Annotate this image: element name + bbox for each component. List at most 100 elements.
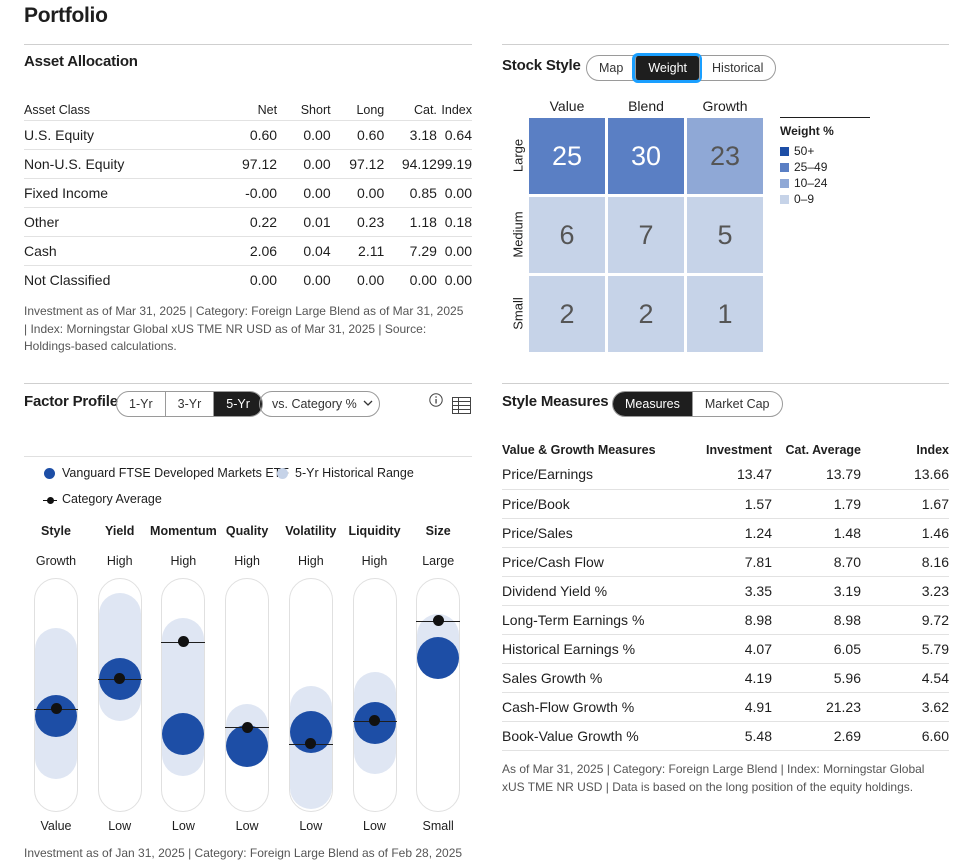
table-cell: 4.07 (692, 634, 772, 664)
table-cell: 0.64 (436, 119, 472, 149)
style-box-cell: 1 (687, 276, 763, 352)
table-cell: 4.91 (692, 692, 772, 722)
category-average-marker (177, 636, 189, 648)
tab-1yr[interactable]: 1-Yr (129, 397, 153, 411)
column-header: Index (916, 443, 949, 457)
asset-allocation-table: Asset Class Net Short Long Cat. Index U.… (24, 96, 472, 294)
style-box-cell: 30 (608, 118, 684, 194)
table-cell: 0.60 (330, 119, 385, 149)
column-header: Asset Class (24, 102, 90, 117)
table-row: Dividend Yield % 3.35 3.19 3.23 (502, 576, 949, 606)
table-cell: 4.54 (861, 663, 949, 693)
tab-market-cap[interactable]: Market Cap (691, 392, 782, 416)
table-cell: 1.79 (772, 489, 861, 519)
factor-high-label: Growth (35, 554, 77, 568)
style-measures-title: Style Measures (502, 393, 609, 410)
factor-label: Momentum (150, 524, 217, 538)
table-cell: 0.04 (277, 235, 331, 265)
table-cell: 94.12 (384, 148, 437, 178)
category-average-marker (369, 715, 380, 727)
factor-high-label: High (106, 554, 133, 568)
table-cell: Non-U.S. Equity (24, 148, 192, 178)
style-row-medium: Medium (510, 211, 526, 258)
tab-measures[interactable]: Measures (613, 392, 692, 416)
factor-track (352, 578, 397, 812)
category-legend-label: Category Average (62, 492, 162, 506)
table-row: Historical Earnings % 4.07 6.05 5.79 (502, 634, 949, 664)
info-icon[interactable] (429, 393, 443, 407)
table-view-icon[interactable] (452, 397, 471, 414)
factor-label: Liquidity (348, 524, 401, 538)
tab-5yr[interactable]: 5-Yr (213, 392, 262, 416)
tab-3yr[interactable]: 3-Yr (164, 392, 214, 416)
style-col-growth: Growth (702, 98, 748, 114)
comparison-dropdown[interactable]: vs. Category % (259, 391, 380, 417)
legend-swatch (780, 178, 789, 188)
legend-divider (24, 456, 472, 457)
style-box-cell: 23 (687, 118, 763, 194)
table-cell: 13.47 (692, 460, 772, 490)
factor-profile-note: Investment as of Jan 31, 2025 | Category… (24, 846, 463, 860)
fund-legend-swatch (44, 468, 55, 479)
column-header: Investment (706, 443, 772, 457)
table-cell: 1.48 (772, 518, 861, 548)
style-box-cell: 2 (529, 276, 605, 352)
column-header: Cat. (413, 102, 437, 117)
legend-item: 10–24 (780, 175, 827, 191)
fund-marker (417, 636, 460, 679)
table-row: Price/Earnings 13.47 13.79 13.66 (502, 460, 949, 490)
tab-historical[interactable]: Historical (699, 56, 775, 80)
tab-weight[interactable]: Weight (635, 56, 700, 80)
factor-high-label: High (361, 554, 388, 568)
legend-swatch (780, 162, 789, 172)
table-cell: 7.29 (384, 235, 437, 265)
table-row: Cash-Flow Growth % 4.91 21.23 3.62 (502, 692, 949, 722)
table-cell: 1.24 (692, 518, 772, 548)
table-cell: Book-Value Growth % (502, 721, 692, 751)
table-row: U.S. Equity 0.60 0.00 0.60 3.18 0.64 (24, 119, 472, 149)
table-cell: 2.06 (192, 235, 278, 265)
style-measures-tabs: Measures Market Cap (612, 391, 783, 417)
section-divider (502, 383, 949, 384)
factor-track (34, 578, 78, 812)
table-row: Price/Book 1.57 1.79 1.67 (502, 489, 949, 519)
table-row: Non-U.S. Equity 97.12 0.00 97.12 94.12 99.19 (24, 148, 472, 178)
factor-label: Style (41, 524, 71, 538)
factor-track (225, 578, 270, 812)
factor-low-label: Small (422, 819, 454, 833)
style-measures-note: As of Mar 31, 2025 | Category: Foreign L… (502, 762, 925, 794)
table-cell: 0.60 (192, 119, 278, 149)
table-cell: 8.98 (692, 605, 772, 635)
style-row-large: Large (510, 138, 526, 173)
factor-high-label: High (170, 554, 197, 568)
table-cell: 1.67 (861, 489, 949, 519)
legend-item: 0–9 (780, 191, 827, 207)
table-cell: 2.69 (772, 721, 861, 751)
table-cell: -0.00 (192, 177, 278, 207)
style-box-cell: 5 (687, 197, 763, 273)
table-cell: Cash (24, 235, 192, 265)
table-row: Long-Term Earnings % 8.98 8.98 9.72 (502, 605, 949, 635)
column-header: Index (441, 102, 472, 117)
fund-marker (35, 694, 77, 737)
tab-map[interactable]: Map (599, 61, 624, 75)
table-cell: Price/Sales (502, 518, 692, 548)
legend-item: 25–49 (780, 159, 827, 175)
table-cell: 13.79 (772, 460, 861, 490)
factor-low-label: Low (171, 819, 195, 833)
factor-low-label: Value (40, 819, 72, 833)
range-legend-swatch (277, 468, 288, 479)
table-cell: 0.00 (330, 264, 385, 294)
category-legend-dot (47, 497, 54, 504)
factor-label: Yield (104, 524, 135, 538)
table-cell: 0.00 (384, 264, 437, 294)
style-col-value: Value (549, 98, 585, 114)
table-row: Sales Growth % 4.19 5.96 4.54 (502, 663, 949, 693)
table-cell: 0.00 (192, 264, 278, 294)
factor-track (288, 578, 333, 812)
legend-label: 10–24 (794, 176, 828, 190)
range-legend-label: 5-Yr Historical Range (295, 466, 414, 480)
table-cell: Sales Growth % (502, 663, 692, 693)
factor-low-label: Low (108, 819, 132, 833)
table-cell: 0.22 (192, 206, 278, 236)
